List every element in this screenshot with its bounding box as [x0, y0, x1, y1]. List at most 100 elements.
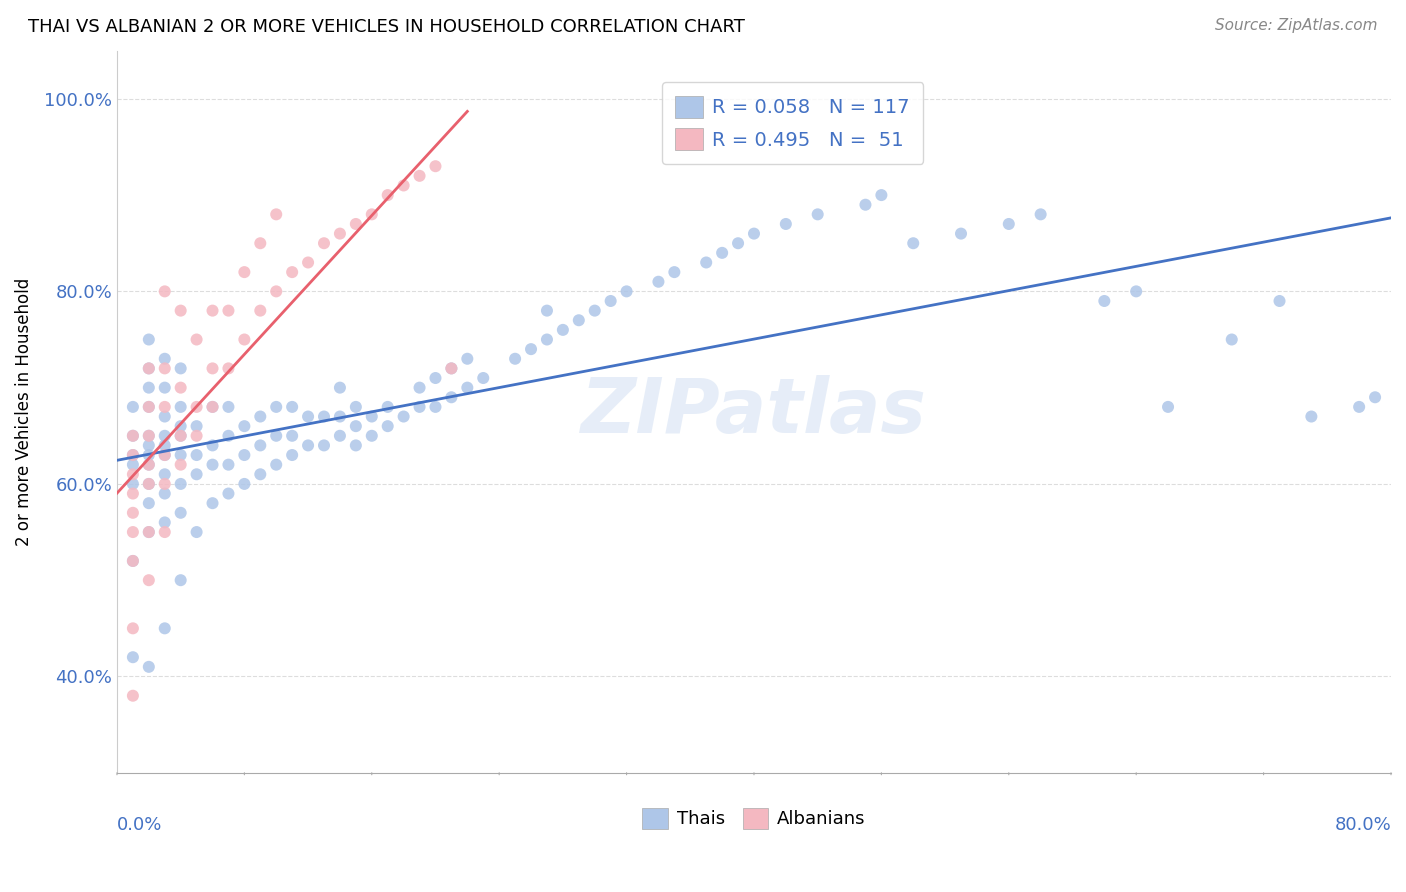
Point: [138, 381, 160, 395]
Point: [153, 516, 176, 530]
Point: [312, 236, 335, 251]
Point: [186, 524, 208, 539]
Point: [264, 458, 287, 472]
Point: [217, 400, 239, 414]
Point: [201, 303, 224, 318]
Point: [1301, 409, 1323, 424]
Point: [440, 361, 463, 376]
Text: 80.0%: 80.0%: [1334, 816, 1391, 834]
Text: 0.0%: 0.0%: [117, 816, 162, 834]
Point: [201, 438, 224, 452]
Point: [997, 217, 1019, 231]
Point: [281, 400, 304, 414]
Point: [122, 621, 145, 635]
Point: [170, 573, 193, 587]
Point: [344, 438, 367, 452]
Point: [281, 265, 304, 279]
Point: [233, 448, 256, 462]
Point: [170, 448, 193, 462]
Point: [1125, 285, 1147, 299]
Point: [153, 361, 176, 376]
Point: [153, 467, 176, 482]
Point: [217, 458, 239, 472]
Point: [122, 458, 145, 472]
Point: [456, 381, 478, 395]
Point: [217, 429, 239, 443]
Point: [138, 333, 160, 347]
Point: [377, 419, 399, 434]
Point: [170, 419, 193, 434]
Point: [440, 390, 463, 404]
Point: [153, 448, 176, 462]
Point: [170, 477, 193, 491]
Point: [170, 361, 193, 376]
Point: [138, 429, 160, 443]
Point: [727, 236, 749, 251]
Point: [647, 275, 669, 289]
Point: [233, 419, 256, 434]
Point: [138, 458, 160, 472]
Point: [153, 400, 176, 414]
Point: [520, 342, 543, 356]
Point: [344, 217, 367, 231]
Point: [186, 467, 208, 482]
Text: THAI VS ALBANIAN 2 OR MORE VEHICLES IN HOUSEHOLD CORRELATION CHART: THAI VS ALBANIAN 2 OR MORE VEHICLES IN H…: [28, 18, 745, 36]
Point: [425, 400, 447, 414]
Point: [122, 554, 145, 568]
Point: [122, 506, 145, 520]
Point: [170, 429, 193, 443]
Text: ZIPatlas: ZIPatlas: [581, 375, 927, 449]
Point: [551, 323, 574, 337]
Point: [153, 477, 176, 491]
Point: [425, 371, 447, 385]
Point: [217, 486, 239, 500]
Point: [201, 361, 224, 376]
Point: [138, 477, 160, 491]
Point: [170, 400, 193, 414]
Point: [122, 689, 145, 703]
Text: Source: ZipAtlas.com: Source: ZipAtlas.com: [1215, 18, 1378, 33]
Point: [170, 429, 193, 443]
Point: [408, 381, 430, 395]
Point: [122, 429, 145, 443]
Point: [536, 303, 558, 318]
Point: [329, 409, 352, 424]
Point: [138, 429, 160, 443]
Point: [122, 448, 145, 462]
Point: [122, 650, 145, 665]
Point: [122, 467, 145, 482]
Point: [138, 361, 160, 376]
Point: [249, 467, 271, 482]
Point: [138, 400, 160, 414]
Point: [170, 381, 193, 395]
Point: [392, 178, 415, 193]
Point: [1364, 390, 1386, 404]
Point: [377, 400, 399, 414]
Point: [122, 400, 145, 414]
Point: [344, 419, 367, 434]
Point: [201, 400, 224, 414]
Point: [201, 458, 224, 472]
Point: [695, 255, 717, 269]
Point: [392, 409, 415, 424]
Point: [297, 409, 319, 424]
Point: [1268, 293, 1291, 308]
Legend: Thais, Albanians: Thais, Albanians: [636, 801, 873, 836]
Point: [297, 255, 319, 269]
Point: [233, 333, 256, 347]
Point: [1157, 400, 1180, 414]
Point: [153, 524, 176, 539]
Point: [153, 438, 176, 452]
Point: [503, 351, 526, 366]
Point: [281, 448, 304, 462]
Point: [264, 400, 287, 414]
Point: [153, 381, 176, 395]
Point: [138, 477, 160, 491]
Point: [153, 351, 176, 366]
Point: [1092, 293, 1115, 308]
Point: [233, 265, 256, 279]
Point: [138, 361, 160, 376]
Point: [312, 438, 335, 452]
Point: [742, 227, 765, 241]
Point: [138, 496, 160, 510]
